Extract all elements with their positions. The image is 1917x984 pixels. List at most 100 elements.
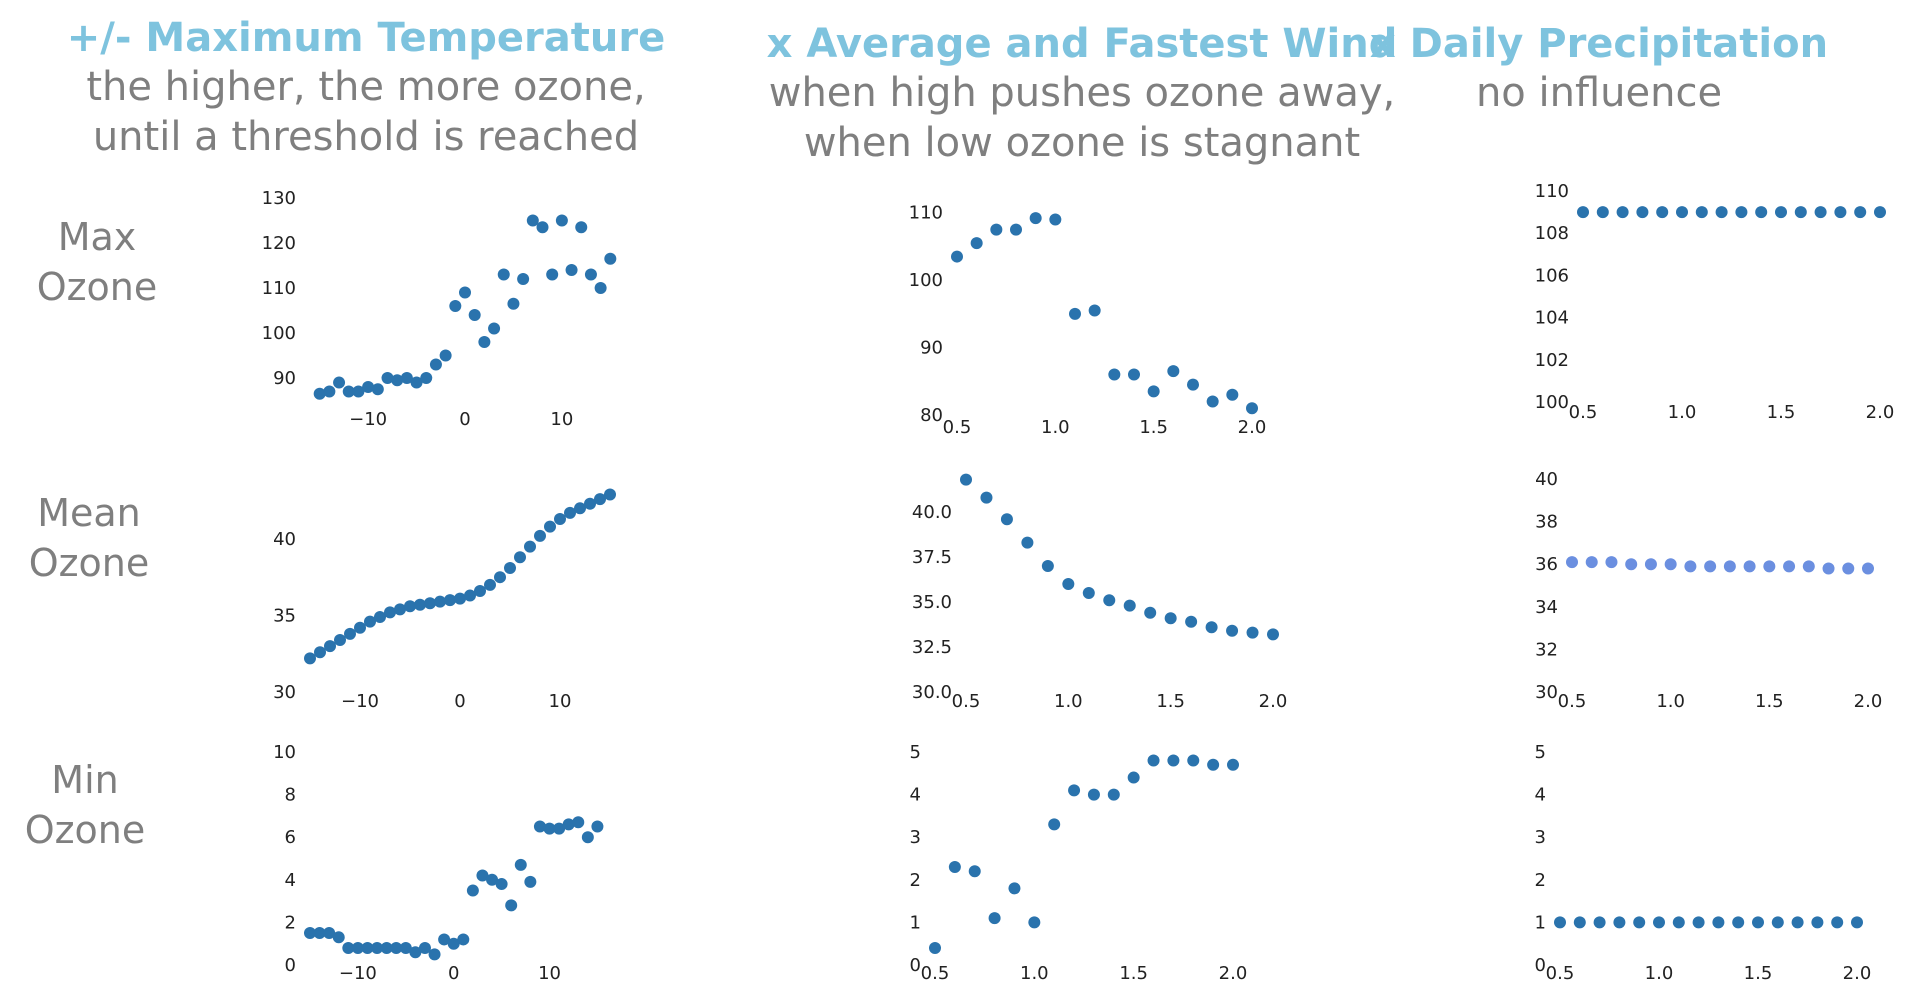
- data-point: [553, 822, 566, 835]
- x-tick-label: 1.5: [1156, 691, 1185, 712]
- data-point: [420, 372, 433, 384]
- data-point: [1246, 626, 1259, 639]
- data-point: [1791, 916, 1804, 929]
- y-tick-label: 2: [910, 870, 921, 891]
- y-tick-label: 80: [920, 405, 943, 426]
- data-point: [1147, 754, 1160, 767]
- data-point: [1246, 402, 1258, 415]
- data-point: [1613, 916, 1626, 929]
- y-tick-label: 40: [273, 529, 296, 550]
- y-tick-label: 30: [1535, 682, 1558, 703]
- data-point: [410, 376, 423, 389]
- y-tick-label: 6: [285, 827, 296, 848]
- y-tick-label: 0: [910, 955, 921, 976]
- data-point: [352, 385, 365, 398]
- x-tick-label: 2.0: [1843, 963, 1872, 984]
- data-point: [1187, 378, 1199, 391]
- data-point: [384, 606, 396, 619]
- y-tick-label: 5: [1535, 742, 1546, 763]
- y-tick-label: 32: [1535, 639, 1558, 660]
- data-point: [1605, 556, 1618, 569]
- y-tick-label: 4: [285, 870, 296, 891]
- y-tick-label: 8: [285, 785, 296, 806]
- data-point: [543, 822, 556, 835]
- x-tick-label: 2.0: [1259, 691, 1288, 712]
- data-point: [1656, 206, 1669, 219]
- data-point: [1185, 615, 1198, 628]
- data-point: [497, 268, 510, 281]
- y-tick-label: 40: [1535, 469, 1558, 490]
- data-point: [1802, 560, 1815, 573]
- data-point: [1684, 560, 1697, 573]
- x-tick-label: 0.5: [1558, 691, 1587, 712]
- y-tick-label: 5: [910, 742, 921, 763]
- data-point: [1755, 206, 1768, 219]
- data-point: [1205, 621, 1218, 634]
- y-tick-label: 0: [1535, 955, 1546, 976]
- column-subtitle-line: until a threshold is reached: [92, 114, 640, 160]
- data-point: [304, 652, 316, 665]
- data-point: [1049, 213, 1062, 226]
- column-title: +/- Maximum Temperature: [66, 15, 666, 61]
- data-point: [604, 488, 616, 501]
- data-point: [1854, 206, 1867, 219]
- data-point: [344, 627, 356, 640]
- x-tick-label: 2.0: [1854, 691, 1883, 712]
- y-tick-label: 3: [910, 827, 921, 848]
- data-point: [1029, 212, 1042, 225]
- x-tick-label: 10: [549, 691, 572, 712]
- data-point: [464, 589, 476, 602]
- y-tick-label: 100: [1535, 392, 1569, 413]
- y-tick-label: 35.0: [912, 592, 952, 613]
- row-label-line: Ozone: [36, 265, 158, 309]
- y-tick-label: 110: [1535, 181, 1569, 202]
- data-point: [594, 493, 606, 506]
- column-subtitle-line: no influence: [1475, 70, 1723, 116]
- row-label-max-ozone: Max Ozone: [2, 212, 192, 312]
- data-point: [380, 941, 393, 954]
- data-point: [564, 506, 576, 519]
- y-tick-label: 90: [273, 368, 296, 389]
- data-point: [394, 603, 406, 616]
- y-tick-label: 104: [1535, 308, 1569, 329]
- data-point: [391, 374, 404, 387]
- data-point: [1107, 788, 1120, 801]
- data-point: [554, 513, 566, 526]
- data-point: [514, 551, 526, 564]
- data-point: [486, 873, 499, 886]
- x-tick-label: 0.5: [943, 417, 972, 438]
- x-tick-label: 1.0: [1645, 963, 1674, 984]
- data-point: [604, 252, 617, 265]
- column-subtitle-line: the higher, the more ozone,: [86, 64, 646, 110]
- data-point: [474, 584, 486, 597]
- data-point: [1164, 612, 1177, 625]
- y-tick-label: 120: [262, 233, 296, 254]
- x-tick-label: −10: [341, 691, 379, 712]
- data-point: [484, 578, 496, 591]
- column-title: x Average and Fastest Wind: [766, 21, 1398, 67]
- data-point: [1811, 916, 1824, 929]
- data-point: [1771, 916, 1784, 929]
- data-point: [1616, 206, 1629, 219]
- data-point: [584, 268, 597, 281]
- y-tick-label: 32.5: [912, 637, 952, 658]
- data-point: [1842, 562, 1855, 575]
- data-point: [565, 264, 578, 276]
- data-point: [517, 273, 530, 285]
- x-tick-label: 2.0: [1238, 417, 1267, 438]
- y-tick-label: 37.5: [912, 547, 952, 568]
- data-point: [1732, 916, 1745, 929]
- y-tick-label: 36: [1535, 554, 1558, 575]
- data-point: [1267, 628, 1279, 641]
- data-point: [1008, 882, 1021, 895]
- row-label-line: Ozone: [24, 808, 146, 852]
- y-tick-label: 3: [1535, 827, 1546, 848]
- y-tick-label: 110: [909, 203, 943, 224]
- data-point: [1672, 916, 1685, 929]
- data-point: [1041, 560, 1054, 572]
- data-point: [1068, 784, 1081, 797]
- x-tick-label: 0: [448, 963, 459, 984]
- y-tick-label: 34: [1535, 597, 1558, 618]
- data-point: [457, 933, 470, 946]
- data-point: [505, 899, 518, 912]
